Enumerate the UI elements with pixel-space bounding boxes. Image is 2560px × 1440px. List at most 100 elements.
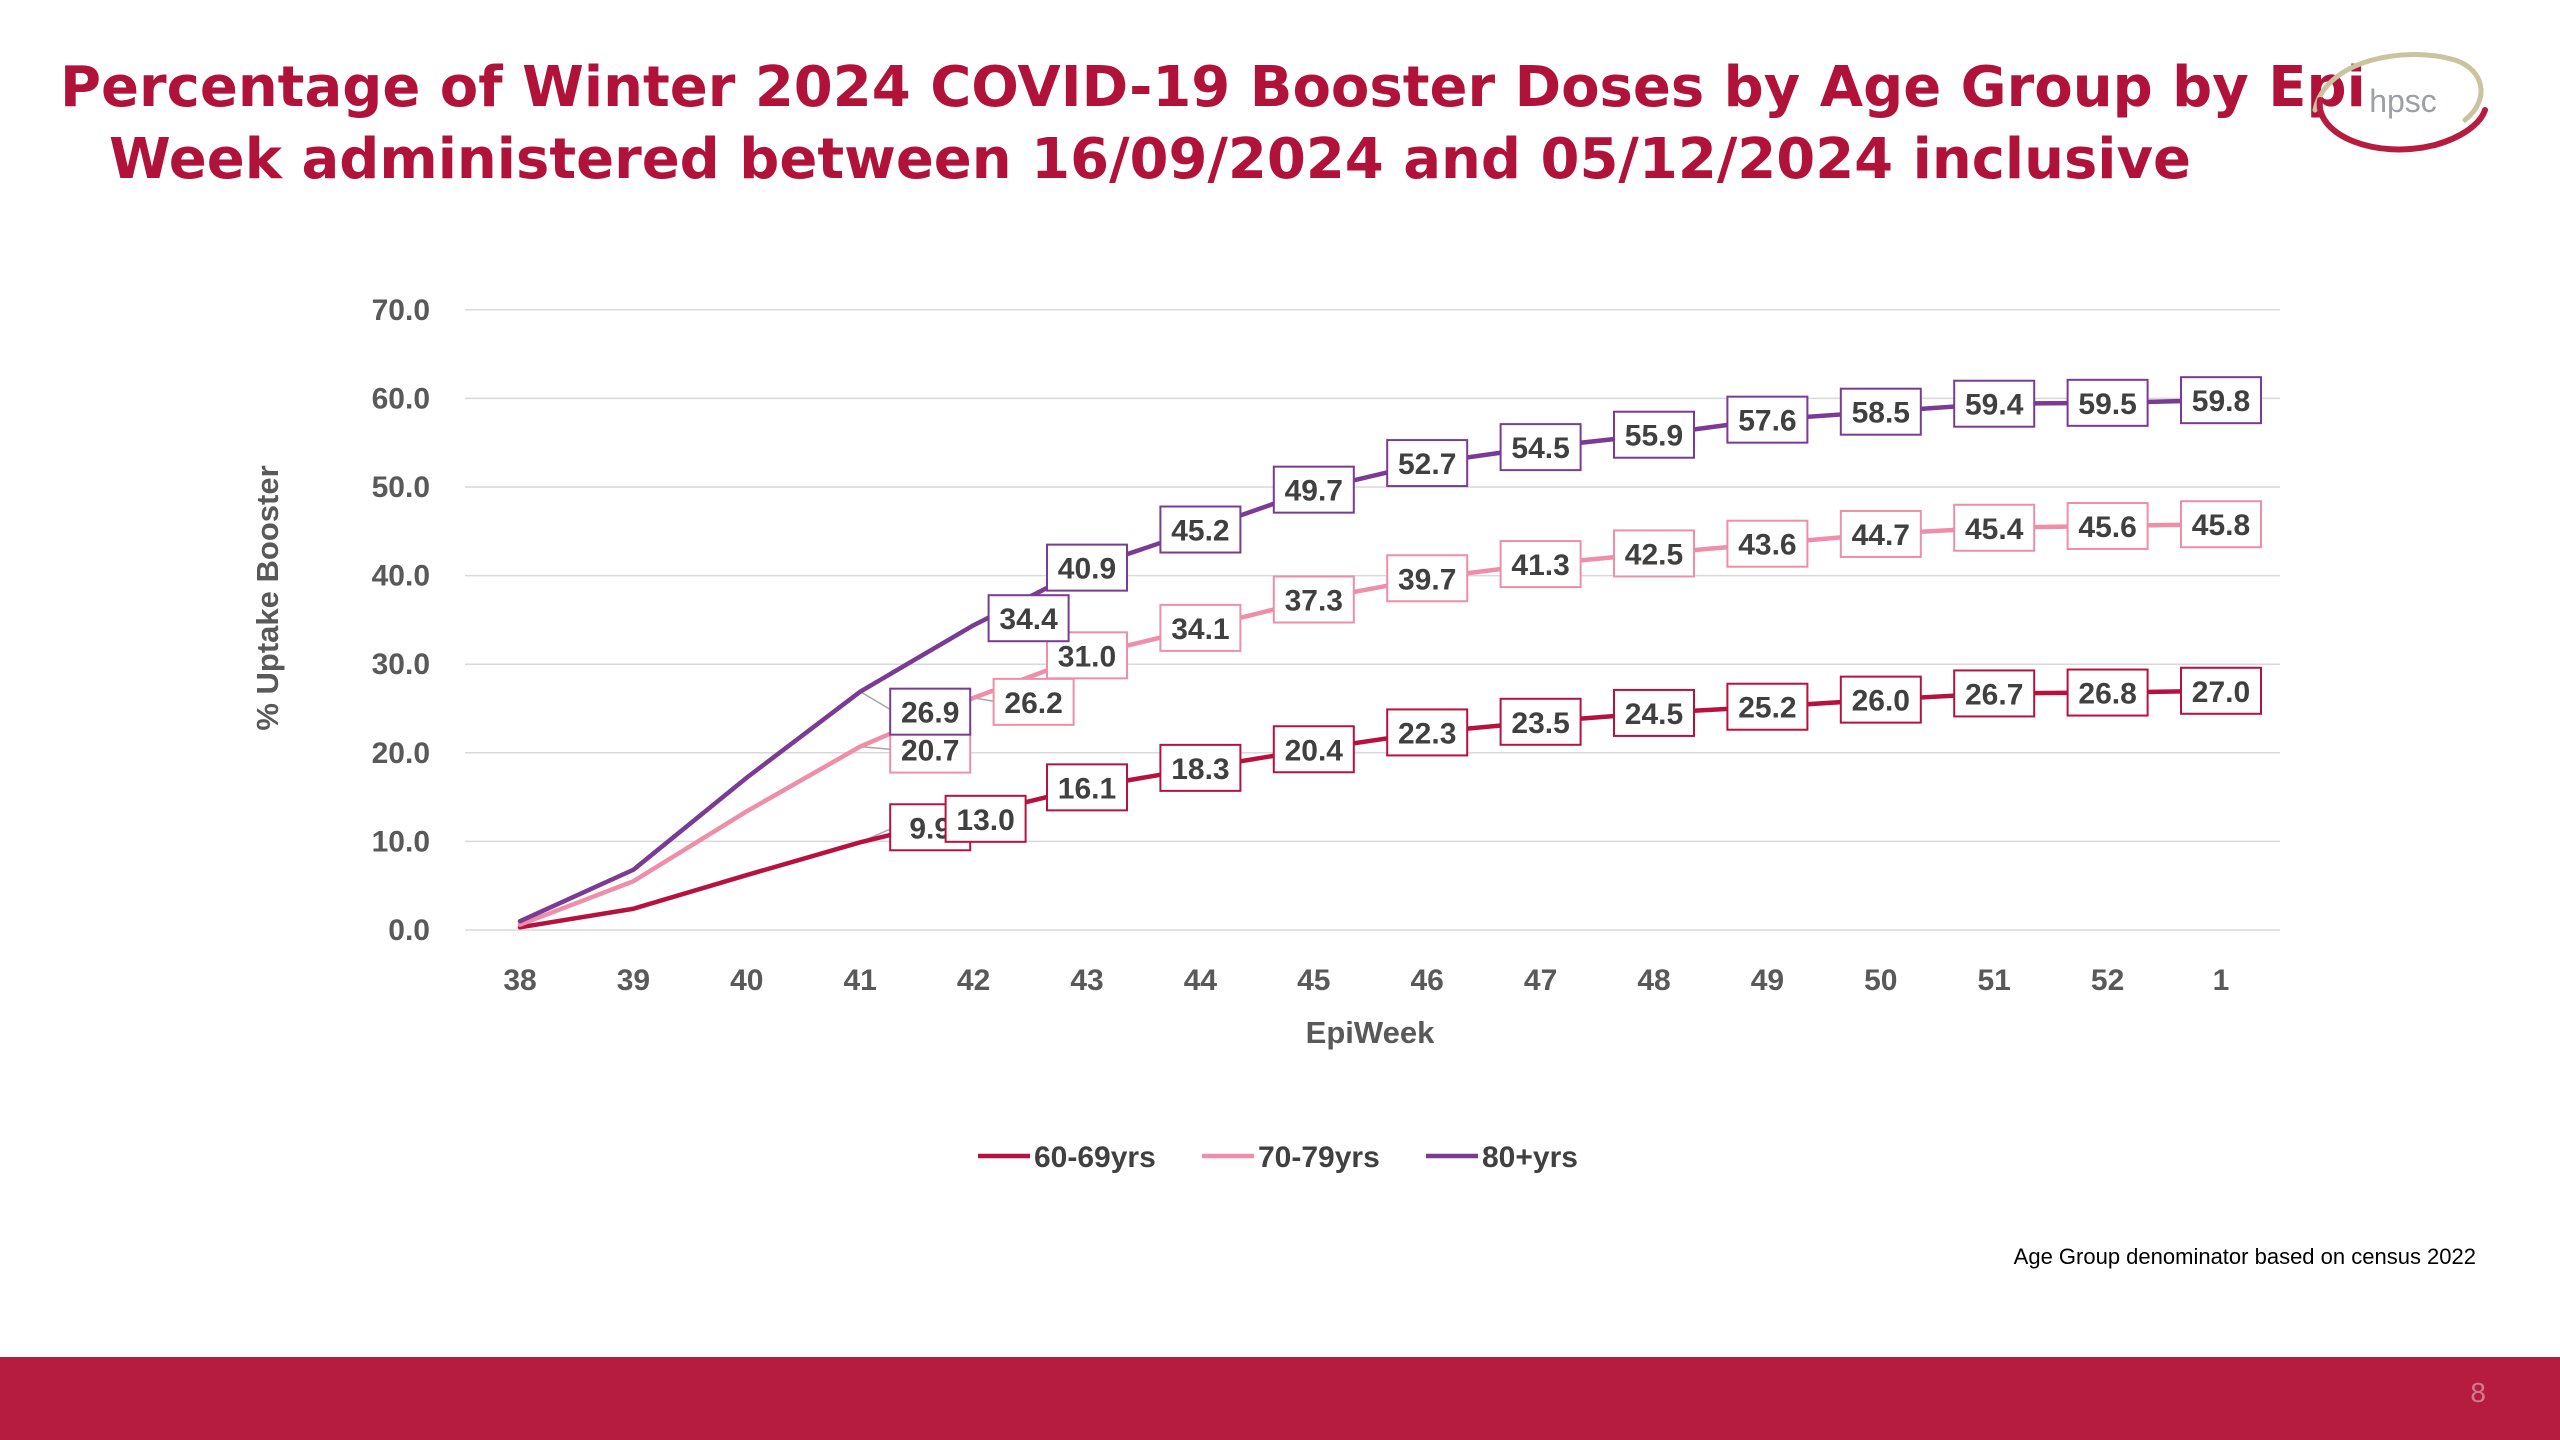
data-label: 22.3 — [1398, 717, 1456, 750]
data-label-box — [1046, 763, 1128, 812]
data-label: 41.3 — [1511, 549, 1569, 582]
data-label-box — [944, 794, 1027, 843]
x-tick-label: 52 — [2091, 964, 2124, 997]
data-label: 59.5 — [2078, 388, 2136, 421]
data-label: 13.0 — [956, 804, 1014, 837]
y-tick-label: 20.0 — [372, 737, 430, 770]
data-label-box — [1726, 519, 1809, 568]
data-label: 26.0 — [1852, 685, 1910, 718]
data-label: 26.7 — [1965, 678, 2023, 711]
data-label: 45.6 — [2078, 511, 2136, 544]
data-label-box — [1953, 379, 2036, 428]
legend-label: 70-79yrs — [1258, 1141, 1380, 1174]
data-label: 23.5 — [1511, 707, 1569, 740]
chart-title-line-1: Percentage of Winter 2024 COVID-19 Boost… — [60, 55, 2366, 120]
data-label-box — [1159, 743, 1242, 792]
x-tick-label: 40 — [730, 964, 763, 997]
data-label-box — [1613, 410, 1695, 459]
x-tick-label: 49 — [1751, 964, 1784, 997]
data-label: 59.4 — [1965, 389, 2024, 422]
x-tick-label: 50 — [1864, 964, 1897, 997]
leader-line — [860, 745, 895, 751]
data-label-box — [1953, 669, 2036, 718]
data-label-box — [2066, 668, 2149, 717]
y-axis-title: % Uptake Booster — [250, 465, 285, 730]
data-label-box — [1046, 543, 1128, 592]
data-label: 31.0 — [1058, 640, 1116, 673]
data-label: 25.2 — [1738, 692, 1796, 725]
data-label: 49.7 — [1285, 475, 1343, 508]
legend: 60-69yrs 70-79yrs 80+yrs — [978, 1141, 1578, 1174]
data-label-box — [1272, 465, 1355, 514]
data-label: 42.5 — [1625, 538, 1683, 571]
data-label: 44.7 — [1852, 519, 1910, 552]
data-label-box — [889, 687, 972, 736]
x-tick-label: 1 — [2213, 964, 2230, 997]
data-labels: 9.9 13.0 16.1 18.3 20.4 22.3 23.5 24.5 25.2 26.0 2… — [889, 376, 2262, 852]
x-tick-label: 38 — [503, 964, 536, 997]
x-tick-label: 44 — [1184, 964, 1218, 997]
data-label: 52.7 — [1398, 448, 1456, 481]
data-label-box — [1499, 697, 1582, 746]
data-label: 37.3 — [1285, 585, 1343, 618]
data-label: 27.0 — [2192, 676, 2250, 709]
data-label: 20.7 — [901, 735, 959, 768]
series-lines — [517, 397, 2224, 930]
hpsc-logo-text: hpsc — [2369, 83, 2437, 119]
data-label: 43.6 — [1738, 529, 1796, 562]
x-tick-label: 46 — [1411, 964, 1444, 997]
x-tick-label: 43 — [1070, 964, 1103, 997]
hpsc-logo: hpsc — [2312, 52, 2488, 153]
data-label-box — [1159, 505, 1242, 554]
y-tick-label: 60.0 — [372, 382, 430, 415]
data-label-box — [987, 594, 1070, 643]
data-label-box — [1159, 603, 1242, 652]
gridlines — [465, 309, 2280, 931]
data-label-box — [1839, 509, 1922, 558]
data-label: 39.7 — [1398, 563, 1456, 596]
x-axis-title: EpiWeek — [1306, 1015, 1435, 1050]
x-tick-label: 41 — [844, 964, 877, 997]
data-label: 54.5 — [1511, 432, 1569, 465]
data-label: 24.5 — [1625, 698, 1683, 731]
axes: 0.0 10.0 20.0 30.0 40.0 50.0 60.0 70.0 38 39 40 41 4… — [250, 294, 2229, 1050]
data-label-box — [2180, 500, 2262, 549]
data-label-box — [1499, 540, 1582, 589]
x-tick-label: 42 — [957, 964, 990, 997]
page-number: 8 — [2470, 1377, 2486, 1408]
x-tick-label: 45 — [1297, 964, 1330, 997]
legend-label: 60-69yrs — [1034, 1141, 1156, 1174]
data-label: 20.4 — [1285, 734, 1344, 767]
data-label: 55.9 — [1625, 420, 1683, 453]
data-label-box — [2180, 666, 2262, 715]
data-label: 40.9 — [1058, 553, 1116, 586]
data-label: 16.1 — [1058, 772, 1116, 805]
y-tick-label: 50.0 — [372, 471, 430, 504]
legend-label: 80+yrs — [1482, 1141, 1578, 1174]
x-tick-label: 51 — [1978, 964, 2011, 997]
data-label-box — [1272, 725, 1355, 774]
data-label-box — [1839, 675, 1922, 724]
data-label: 26.8 — [2078, 678, 2136, 711]
data-label: 34.4 — [999, 603, 1058, 636]
data-label-box — [1613, 688, 1695, 737]
data-label-box — [1613, 529, 1695, 578]
data-label: 9.9 — [909, 812, 951, 845]
data-label-box — [1839, 387, 1922, 436]
footnote: Age Group denominator based on census 20… — [2013, 1244, 2476, 1269]
data-label-box — [1499, 423, 1582, 472]
data-label: 45.8 — [2192, 509, 2250, 542]
series-line-3 — [517, 397, 2224, 924]
x-tick-label: 47 — [1524, 964, 1557, 997]
data-label: 57.6 — [1738, 405, 1796, 438]
data-label: 18.3 — [1171, 753, 1229, 786]
data-label-box — [1726, 682, 1809, 731]
data-label: 26.2 — [1004, 687, 1062, 720]
x-tick-label: 48 — [1637, 964, 1670, 997]
data-label-box — [992, 677, 1075, 726]
data-label: 58.5 — [1852, 397, 1910, 430]
data-label-box — [1726, 395, 1809, 444]
data-label-box — [1953, 503, 2036, 552]
y-tick-label: 40.0 — [372, 560, 430, 593]
data-label-box — [1386, 708, 1469, 757]
